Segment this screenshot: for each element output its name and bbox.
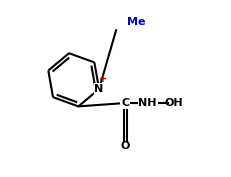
Text: +: + — [99, 74, 107, 84]
Text: O: O — [120, 141, 130, 151]
Text: NH: NH — [138, 98, 157, 108]
Text: N: N — [94, 84, 104, 94]
Text: C: C — [121, 98, 129, 108]
Text: OH: OH — [164, 98, 183, 108]
Text: Me: Me — [127, 17, 145, 27]
